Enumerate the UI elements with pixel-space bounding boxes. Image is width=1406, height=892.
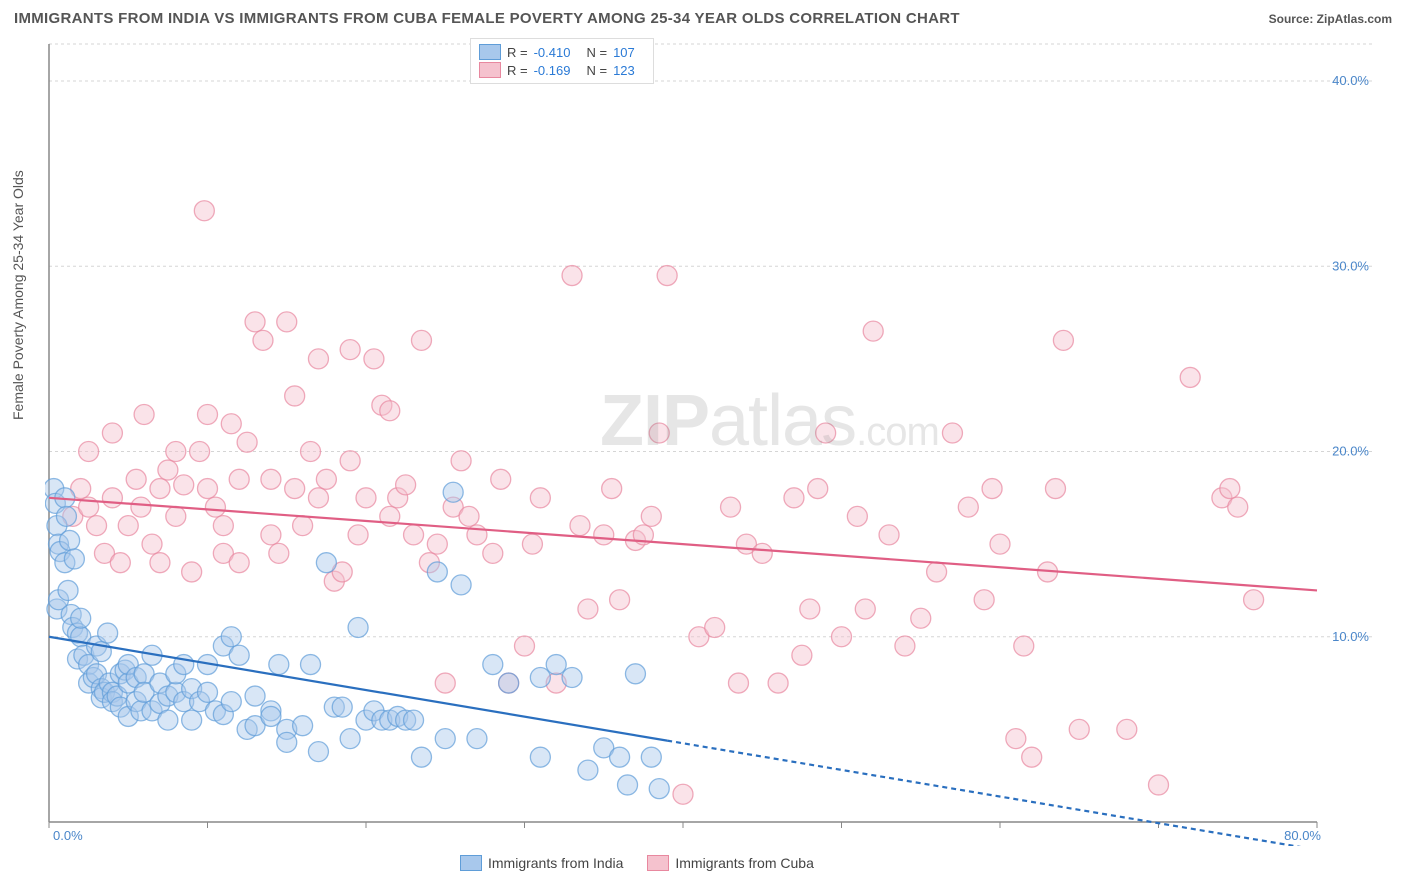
n-label: N = [586, 63, 607, 78]
legend-row-cuba: R = -0.169 N = 123 [479, 61, 645, 79]
svg-text:20.0%: 20.0% [1332, 444, 1369, 459]
n-value: 123 [613, 63, 635, 78]
n-label: N = [586, 45, 607, 60]
swatch-india [460, 855, 482, 871]
legend-item-cuba: Immigrants from Cuba [647, 855, 813, 871]
correlation-legend: R = -0.410 N = 107 R = -0.169 N = 123 [470, 38, 654, 84]
r-label: R = [507, 45, 528, 60]
chart-container: IMMIGRANTS FROM INDIA VS IMMIGRANTS FROM… [0, 0, 1406, 892]
r-label: R = [507, 63, 528, 78]
legend-item-india: Immigrants from India [460, 855, 623, 871]
series-name: Immigrants from India [488, 855, 623, 871]
svg-text:0.0%: 0.0% [53, 828, 83, 843]
scatter-plot: 10.0% 20.0% 30.0% 40.0% 0.0% 80.0% [45, 36, 1375, 846]
source-label: Source: ZipAtlas.com [1269, 12, 1392, 26]
swatch-cuba [479, 62, 501, 78]
series-name: Immigrants from Cuba [675, 855, 813, 871]
svg-text:40.0%: 40.0% [1332, 73, 1369, 88]
r-value: -0.169 [534, 63, 571, 78]
swatch-cuba [647, 855, 669, 871]
series-legend: Immigrants from India Immigrants from Cu… [460, 855, 814, 871]
svg-text:30.0%: 30.0% [1332, 258, 1369, 273]
chart-title: IMMIGRANTS FROM INDIA VS IMMIGRANTS FROM… [14, 10, 960, 27]
r-value: -0.410 [534, 45, 571, 60]
swatch-india [479, 44, 501, 60]
legend-row-india: R = -0.410 N = 107 [479, 43, 645, 61]
svg-text:80.0%: 80.0% [1284, 828, 1321, 843]
y-axis-title: Female Poverty Among 25-34 Year Olds [10, 170, 26, 420]
n-value: 107 [613, 45, 635, 60]
svg-text:10.0%: 10.0% [1332, 629, 1369, 644]
